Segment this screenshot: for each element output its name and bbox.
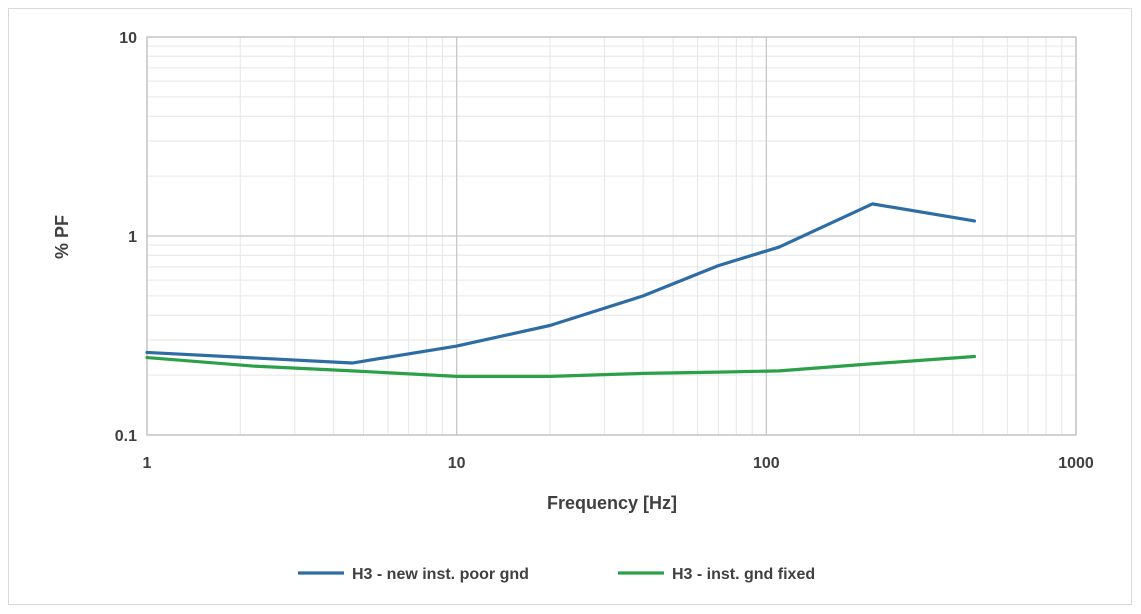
x-tick-label: 10 [448, 455, 466, 472]
x-tick-labels: 1 10 100 1000 [143, 455, 1094, 472]
y-axis-title: % PF [52, 215, 72, 259]
x-tick-label: 1 [143, 455, 152, 472]
y-tick-label: 10 [119, 30, 137, 47]
legend-label-1: H3 - new inst. poor gnd [352, 566, 529, 583]
x-tick-label: 1000 [1058, 455, 1094, 472]
series-line-1 [145, 202, 977, 365]
plot-area-border [146, 36, 1077, 436]
series-lines [145, 202, 977, 378]
y-tick-label: 1 [128, 229, 137, 246]
y-tick-labels: 0.1 1 10 [115, 30, 137, 445]
series-line-2 [145, 354, 977, 378]
x-tick-label: 100 [753, 455, 780, 472]
chart-frame [8, 8, 1132, 605]
x-axis-title: Frequency [Hz] [547, 493, 677, 513]
plot-area-outline [146, 36, 1077, 436]
legend-label-2: H3 - inst. gnd fixed [672, 566, 815, 583]
y-tick-label: 0.1 [115, 428, 137, 445]
legend: H3 - new inst. poor gnd H3 - inst. gnd fi… [298, 566, 815, 583]
